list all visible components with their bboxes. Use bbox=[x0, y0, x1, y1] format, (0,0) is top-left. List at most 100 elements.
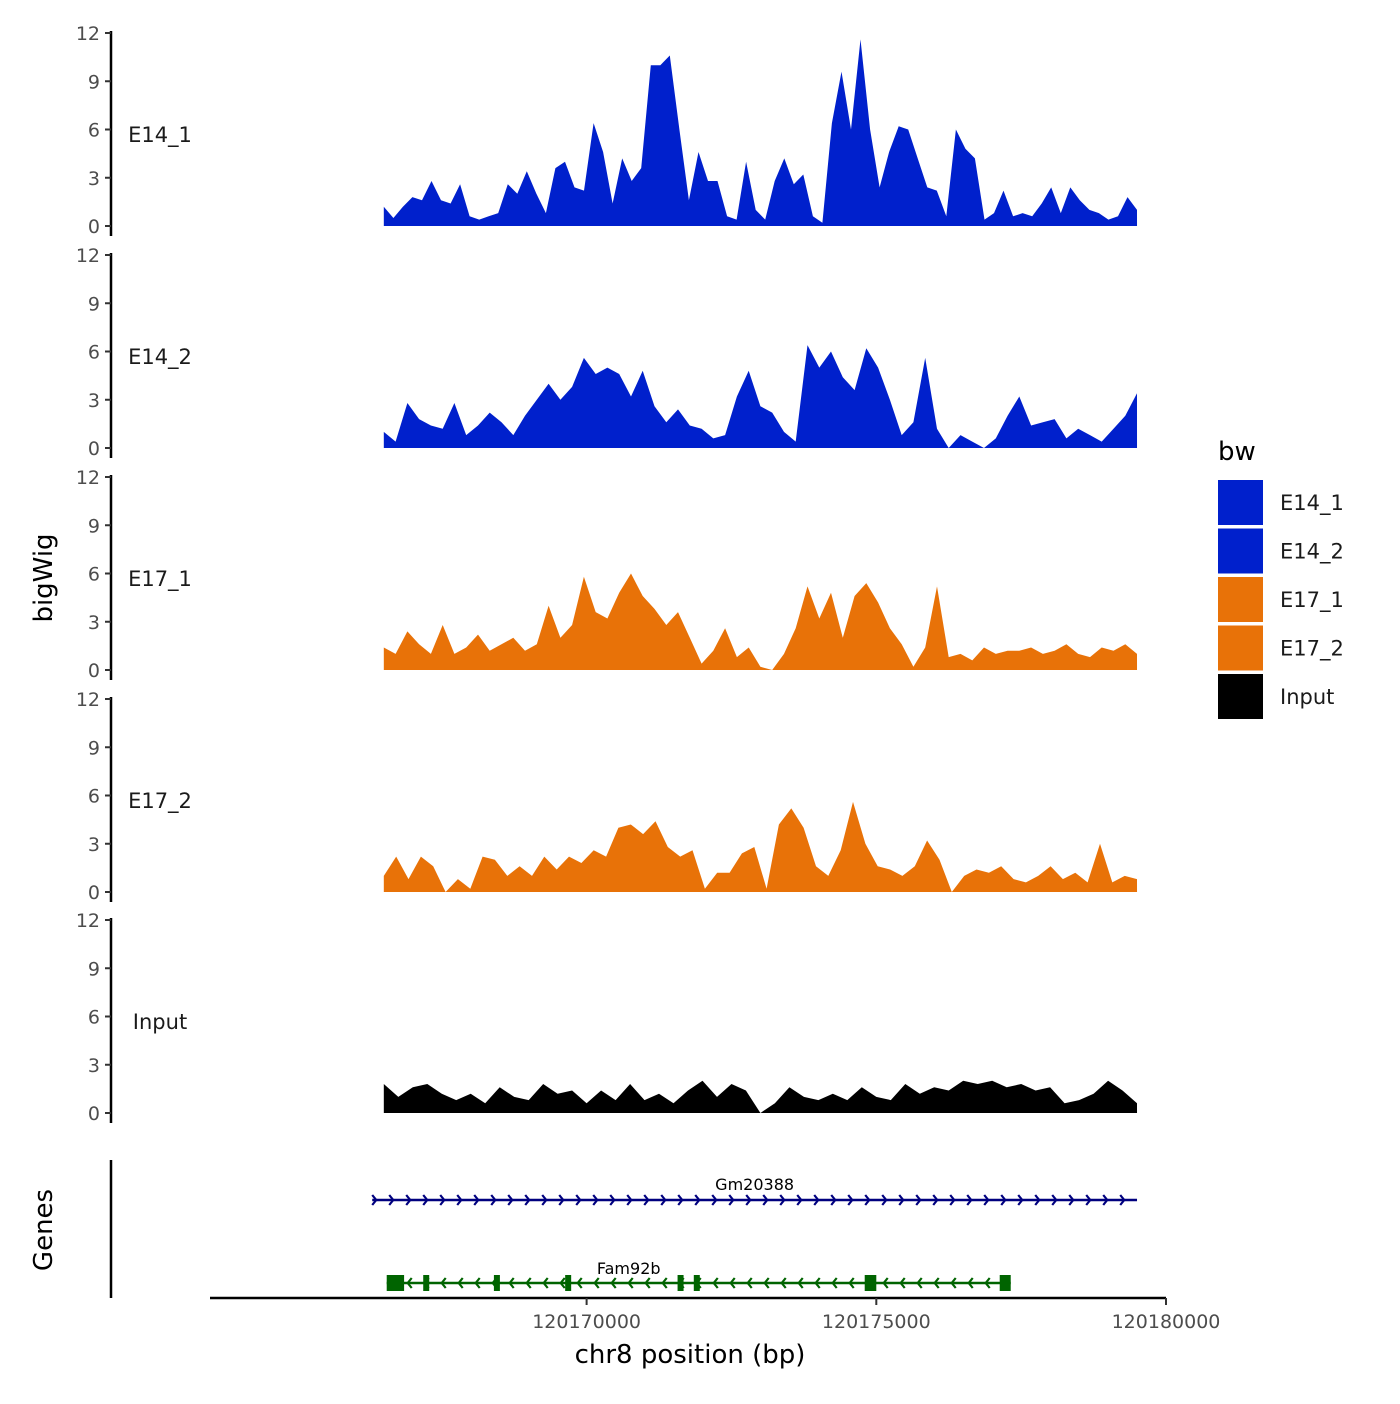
strand-chevron bbox=[388, 1194, 395, 1206]
strand-chevron bbox=[1000, 1194, 1007, 1206]
strand-chevron bbox=[525, 1277, 532, 1289]
legend-label: Input bbox=[1280, 685, 1334, 709]
legend-label: E17_1 bbox=[1280, 588, 1344, 613]
series-area-input bbox=[383, 1080, 1138, 1113]
strand-chevron bbox=[1017, 1194, 1024, 1206]
genes-axis-title: Genes bbox=[29, 1189, 59, 1271]
legend-title: bw bbox=[1218, 437, 1256, 467]
gene-exon bbox=[565, 1275, 572, 1291]
strand-chevron bbox=[813, 1194, 820, 1206]
strand-chevron bbox=[371, 1194, 378, 1206]
legend-swatch bbox=[1218, 577, 1263, 622]
legend-swatch bbox=[1218, 625, 1263, 671]
strand-chevron bbox=[966, 1194, 973, 1206]
gene-exon bbox=[493, 1275, 500, 1291]
strand-chevron bbox=[576, 1277, 583, 1289]
strand-chevron bbox=[439, 1194, 446, 1206]
strand-chevron bbox=[915, 1194, 922, 1206]
strand-chevron bbox=[609, 1194, 616, 1206]
y-tick-label: 6 bbox=[88, 120, 100, 142]
gene-exon bbox=[693, 1275, 700, 1291]
strand-chevron bbox=[711, 1194, 718, 1206]
y-tick-label: 9 bbox=[88, 737, 100, 759]
strand-chevron bbox=[933, 1277, 940, 1289]
strand-chevron bbox=[950, 1277, 957, 1289]
strand-chevron bbox=[440, 1277, 447, 1289]
strand-chevron bbox=[457, 1277, 464, 1289]
strand-chevron bbox=[677, 1194, 684, 1206]
strand-chevron bbox=[456, 1194, 463, 1206]
legend-swatch bbox=[1218, 674, 1263, 719]
strand-chevron bbox=[1102, 1194, 1109, 1206]
y-tick-label: 12 bbox=[76, 467, 100, 489]
strand-chevron bbox=[406, 1277, 413, 1289]
y-tick-label: 3 bbox=[88, 834, 100, 856]
strand-chevron bbox=[763, 1277, 770, 1289]
strand-chevron bbox=[643, 1194, 650, 1206]
strand-chevron bbox=[473, 1194, 480, 1206]
track-label: E17_2 bbox=[128, 789, 192, 814]
strand-chevron bbox=[831, 1277, 838, 1289]
strand-chevron bbox=[1068, 1194, 1075, 1206]
y-tick-label: 3 bbox=[88, 1055, 100, 1077]
track-label: E14_2 bbox=[128, 345, 192, 370]
strand-chevron bbox=[559, 1277, 566, 1289]
strand-chevron bbox=[728, 1194, 735, 1206]
strand-chevron bbox=[490, 1194, 497, 1206]
strand-chevron bbox=[508, 1277, 515, 1289]
tracks-layer: 0 3 6 9 12 E14_1 0 3 6 9 12 E14_2 0 3 6 9 12 E17_1 0 3 6 9 12 E… bbox=[76, 23, 1138, 1125]
y-tick-label: 9 bbox=[88, 71, 100, 93]
strand-chevron bbox=[864, 1194, 871, 1206]
strand-chevron bbox=[593, 1277, 600, 1289]
y-tick-label: 9 bbox=[88, 515, 100, 537]
track-label: Input bbox=[133, 1010, 187, 1034]
legend-label: E14_2 bbox=[1280, 540, 1344, 565]
strand-chevron bbox=[848, 1277, 855, 1289]
strand-chevron bbox=[1034, 1194, 1041, 1206]
y-tick-label: 6 bbox=[88, 342, 100, 364]
x-tick-label: 120175000 bbox=[822, 1311, 931, 1333]
gene-fam92b: Fam92b bbox=[386, 1259, 1011, 1291]
strand-chevron bbox=[967, 1277, 974, 1289]
strand-chevron bbox=[542, 1277, 549, 1289]
strand-chevron bbox=[847, 1194, 854, 1206]
strand-chevron bbox=[592, 1194, 599, 1206]
y-tick-label: 0 bbox=[88, 660, 100, 682]
strand-chevron bbox=[694, 1194, 701, 1206]
track-e17-1: 0 3 6 9 12 E17_1 bbox=[76, 467, 1138, 682]
strand-chevron bbox=[762, 1194, 769, 1206]
x-tick-label: 120180000 bbox=[1112, 1311, 1221, 1333]
gene-gm20388: Gm20388 bbox=[371, 1175, 1138, 1206]
strand-chevron bbox=[1051, 1194, 1058, 1206]
strand-chevron bbox=[474, 1277, 481, 1289]
strand-chevron bbox=[796, 1194, 803, 1206]
strand-chevron bbox=[660, 1194, 667, 1206]
strand-chevron bbox=[729, 1277, 736, 1289]
genes-layer: Gm20388 Fam92b bbox=[109, 1160, 1138, 1298]
strand-chevron bbox=[524, 1194, 531, 1206]
y-tick-label: 0 bbox=[88, 216, 100, 238]
track-e14-1: 0 3 6 9 12 E14_1 bbox=[76, 23, 1138, 238]
strand-chevron bbox=[575, 1194, 582, 1206]
y-tick-label: 12 bbox=[76, 689, 100, 711]
gene-exon bbox=[423, 1275, 430, 1291]
series-area-e17-2 bbox=[383, 801, 1138, 892]
strand-chevron bbox=[745, 1194, 752, 1206]
strand-chevron bbox=[899, 1277, 906, 1289]
strand-chevron bbox=[881, 1194, 888, 1206]
gene-exon bbox=[386, 1275, 405, 1291]
y-tick-label: 3 bbox=[88, 612, 100, 634]
strand-chevron bbox=[422, 1194, 429, 1206]
strand-chevron bbox=[814, 1277, 821, 1289]
strand-chevron bbox=[797, 1277, 804, 1289]
track-label: E17_1 bbox=[128, 567, 192, 592]
y-tick-label: 12 bbox=[76, 245, 100, 267]
track-input: 0 3 6 9 12 Input bbox=[76, 910, 1138, 1125]
series-area-e17-1 bbox=[383, 573, 1138, 670]
strand-chevron bbox=[627, 1277, 634, 1289]
track-label: E14_1 bbox=[128, 123, 192, 148]
strand-chevron bbox=[1119, 1194, 1126, 1206]
strand-chevron bbox=[898, 1194, 905, 1206]
strand-chevron bbox=[830, 1194, 837, 1206]
